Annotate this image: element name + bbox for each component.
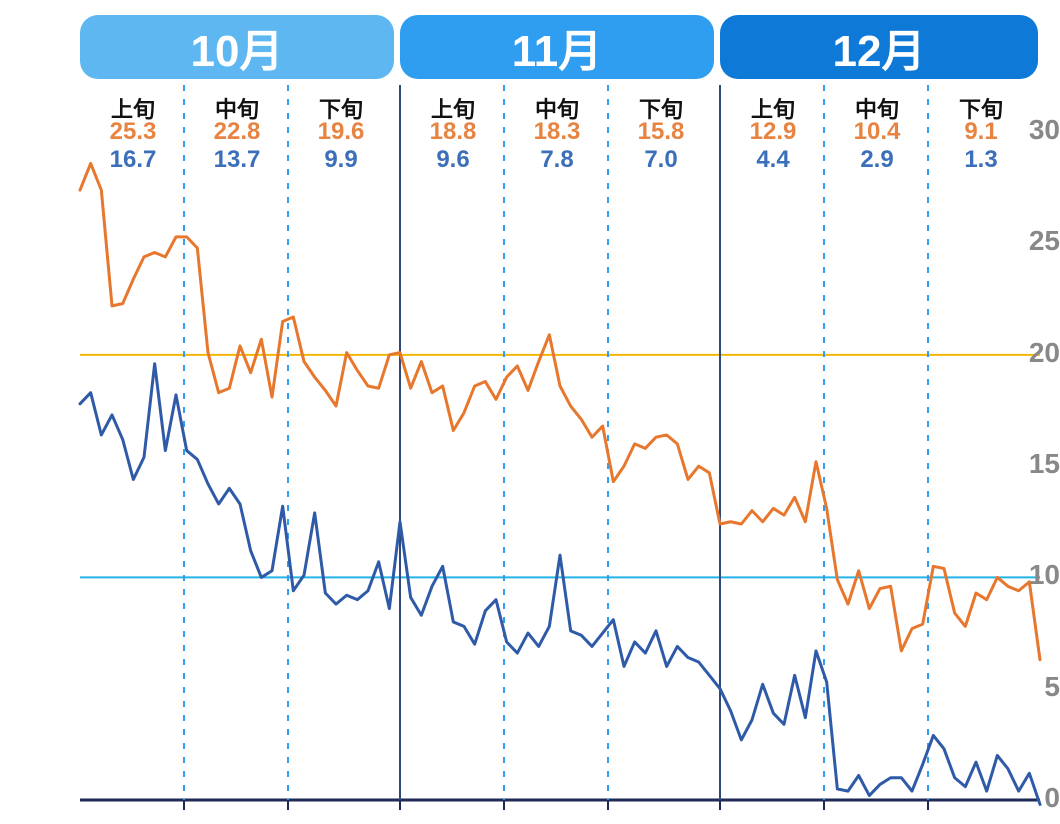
series-high	[80, 163, 1040, 659]
period-high-value: 9.1	[926, 118, 1036, 146]
period-header: 上旬18.89.6	[398, 0, 508, 180]
period-high-value: 22.8	[182, 118, 292, 146]
period-high-value: 10.4	[822, 118, 932, 146]
period-high-value: 25.3	[78, 118, 188, 146]
period-header: 中旬10.42.9	[822, 0, 932, 180]
period-high-value: 18.8	[398, 118, 508, 146]
period-header: 中旬18.37.8	[502, 0, 612, 180]
y-tick-label: 10	[998, 559, 1060, 591]
period-low-value: 2.9	[822, 146, 932, 174]
period-header: 下旬9.11.3	[926, 0, 1036, 180]
period-high-value: 12.9	[718, 118, 828, 146]
period-low-value: 9.9	[286, 146, 396, 174]
period-high-value: 15.8	[606, 118, 716, 146]
period-high-value: 19.6	[286, 118, 396, 146]
period-header: 下旬19.69.9	[286, 0, 396, 180]
period-header: 中旬22.813.7	[182, 0, 292, 180]
y-tick-label: 20	[998, 337, 1060, 369]
period-low-value: 9.6	[398, 146, 508, 174]
y-tick-label: 15	[998, 448, 1060, 480]
period-high-value: 18.3	[502, 118, 612, 146]
period-header: 下旬15.87.0	[606, 0, 716, 180]
period-low-value: 1.3	[926, 146, 1036, 174]
period-low-value: 4.4	[718, 146, 828, 174]
y-tick-label: 0	[998, 782, 1060, 814]
period-header: 上旬12.94.4	[718, 0, 828, 180]
y-tick-label: 5	[998, 671, 1060, 703]
period-low-value: 7.8	[502, 146, 612, 174]
temperature-chart: 05101520253010月11月12月上旬25.316.7中旬22.813.…	[0, 0, 1060, 824]
period-low-value: 16.7	[78, 146, 188, 174]
period-header: 上旬25.316.7	[78, 0, 188, 180]
series-low	[80, 364, 1040, 805]
y-tick-label: 25	[998, 225, 1060, 257]
period-low-value: 13.7	[182, 146, 292, 174]
period-low-value: 7.0	[606, 146, 716, 174]
